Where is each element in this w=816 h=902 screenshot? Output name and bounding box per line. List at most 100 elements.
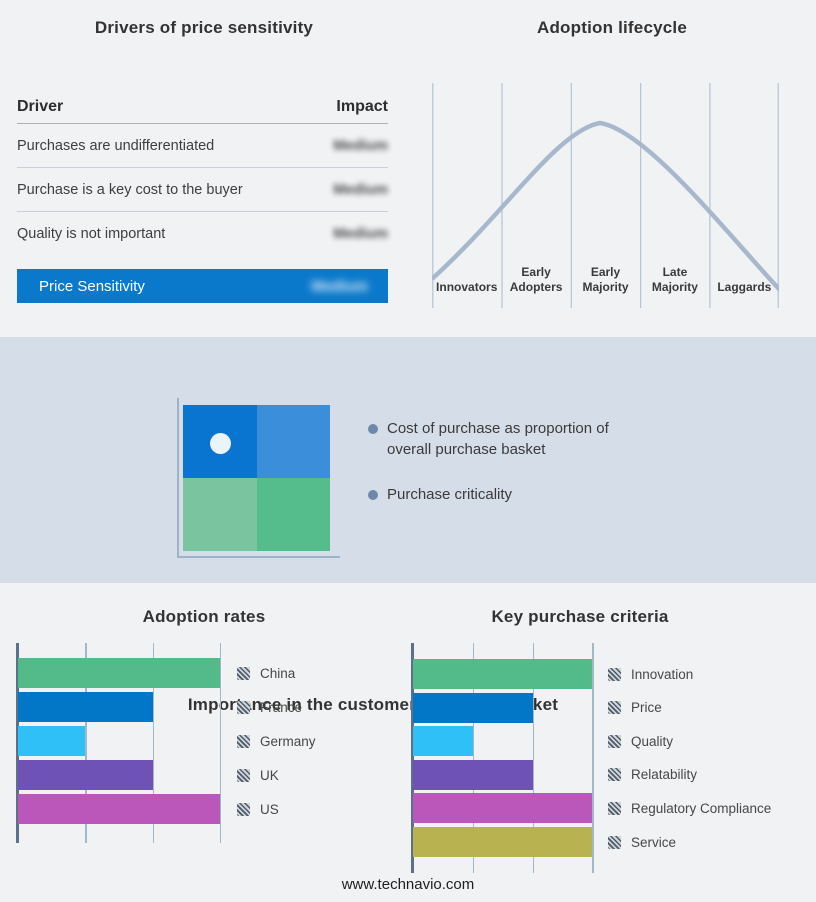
legend-hatch-swatch	[237, 768, 250, 782]
stage-label: Laggards	[717, 280, 772, 294]
adoption-rates-title: Adoption rates	[142, 607, 266, 626]
legend-hatch-swatch	[237, 666, 250, 680]
quadrant-chart	[183, 405, 330, 551]
legend-item-france: France	[237, 698, 302, 716]
legend-item-uk: UK	[237, 766, 279, 784]
footer-url: www.technavio.com	[341, 876, 475, 893]
bar-regulatory-compliance	[413, 793, 593, 824]
bar-relatability	[413, 759, 533, 790]
legend-label: Innovation	[631, 666, 694, 682]
price-sensitivity-impact: Medium	[311, 277, 368, 295]
legend-hatch-swatch	[237, 700, 250, 714]
legend-item-price: Price	[608, 699, 662, 717]
quadrant-top-left	[183, 405, 257, 478]
basket-bullets: Cost of purchase as proportion of overal…	[368, 418, 639, 505]
impact-value: Medium	[333, 226, 388, 242]
bar-quality	[413, 726, 473, 757]
gridline	[592, 643, 594, 873]
impact-value: Medium	[333, 137, 388, 154]
stage-label: Innovators	[436, 280, 498, 294]
quadrant-bottom-right	[256, 478, 330, 551]
legend-hatch-swatch	[608, 835, 621, 849]
adoption-rates-chart: China France Germany UK US	[16, 643, 408, 843]
lifecycle-panel-title: Adoption lifecycle	[536, 18, 687, 37]
legend-label: China	[260, 665, 296, 681]
legend-item-relatability: Relatability	[608, 766, 697, 784]
stage-label: Early Majority	[582, 265, 629, 294]
bar-us	[18, 794, 220, 824]
stage-label: Late Majority	[651, 265, 698, 294]
legend-item-china: China	[237, 664, 295, 682]
bar-service	[413, 827, 593, 857]
bullet-item: Cost of purchase as proportion of overal…	[368, 418, 639, 460]
bar-china	[18, 658, 220, 688]
lifecycle-chart	[430, 83, 782, 308]
gridline	[152, 643, 155, 843]
driver-row: Purchases are undifferentiated Medium	[17, 124, 388, 168]
bar-innovation	[413, 659, 593, 689]
key-purchase-criteria-chart: Innovation Price Quality Relatability Regula…	[411, 643, 816, 873]
gridline	[472, 643, 475, 873]
driver-row: Purchase is a key cost to the buyer Mediu…	[17, 168, 388, 212]
driver-label: Purchase is a key cost to the buyer	[17, 181, 243, 198]
legend-item-germany: Germany	[237, 732, 316, 750]
legend-label: Price	[631, 700, 662, 716]
bullet-icon	[368, 490, 378, 500]
legend-label: Service	[631, 834, 677, 850]
driver-column-header: Driver	[17, 98, 64, 115]
driver-label: Purchases are undifferentiated	[17, 137, 215, 154]
driver-label: Quality is not important	[17, 226, 166, 242]
legend-label: US	[260, 801, 279, 817]
stage-labels: Innovators Early Adopters Early Majority La…	[432, 243, 779, 303]
legend-label: Quality	[631, 733, 674, 749]
legend-label: Relatability	[631, 767, 698, 783]
legend-item-service: Service	[608, 833, 676, 851]
quadrant-top-right	[256, 405, 330, 478]
bar-uk	[18, 760, 153, 790]
legend-hatch-swatch	[237, 802, 250, 816]
bullet-icon	[368, 424, 378, 434]
gridline	[85, 643, 87, 843]
quadrant-y-axis	[177, 398, 179, 557]
gridline	[532, 643, 535, 873]
drivers-panel-title: Drivers of price sensitivity	[94, 18, 314, 37]
stage-label: Early Adopters	[509, 265, 563, 294]
quadrant-x-axis	[177, 556, 340, 558]
drivers-table-header: Driver Impact	[17, 92, 388, 124]
legend-item-innovation: Innovation	[608, 665, 693, 683]
gridline	[219, 643, 222, 843]
position-marker-dot	[210, 433, 231, 454]
drivers-rows: Purchases are undifferentiated Medium Purc…	[17, 124, 388, 256]
legend-hatch-swatch	[608, 701, 621, 715]
bullet-item: Purchase criticality	[368, 484, 639, 505]
legend-item-regulatory-compliance: Regulatory Compliance	[608, 799, 771, 817]
legend-hatch-swatch	[608, 734, 621, 748]
lifecycle-curve-svg	[430, 83, 782, 308]
legend-label: UK	[260, 767, 279, 783]
quadrant-bottom-left	[183, 478, 257, 551]
legend-hatch-swatch	[608, 768, 621, 782]
bullet-text: Cost of purchase as proportion of overal…	[387, 420, 609, 458]
bullet-text: Purchase criticality	[387, 486, 513, 503]
bar-germany	[18, 726, 86, 756]
adoption-bell-curve	[430, 120, 782, 292]
driver-row: Quality is not important Medium	[17, 212, 388, 256]
legend-label: Germany	[260, 733, 316, 749]
stage-gridlines	[432, 83, 779, 308]
basket-section: Importance in the customer purchase bask…	[0, 337, 816, 714]
price-sensitivity-row: Price Sensitivity Medium	[17, 269, 388, 303]
legend-hatch-swatch	[608, 667, 621, 681]
bar-price	[413, 692, 533, 723]
legend-hatch-swatch	[237, 734, 250, 748]
drivers-table: Driver Impact Purchases are undifferenti…	[17, 92, 388, 303]
impact-value: Medium	[333, 181, 388, 198]
key-purchase-criteria-title: Key purchase criteria	[491, 607, 669, 626]
legend-item-quality: Quality	[608, 732, 673, 750]
impact-column-header: Impact	[336, 98, 388, 115]
legend-item-us: US	[237, 800, 279, 818]
y-axis	[16, 643, 19, 843]
legend-hatch-swatch	[608, 801, 621, 815]
price-sensitivity-label: Price Sensitivity	[39, 277, 145, 295]
bar-france	[18, 692, 153, 722]
